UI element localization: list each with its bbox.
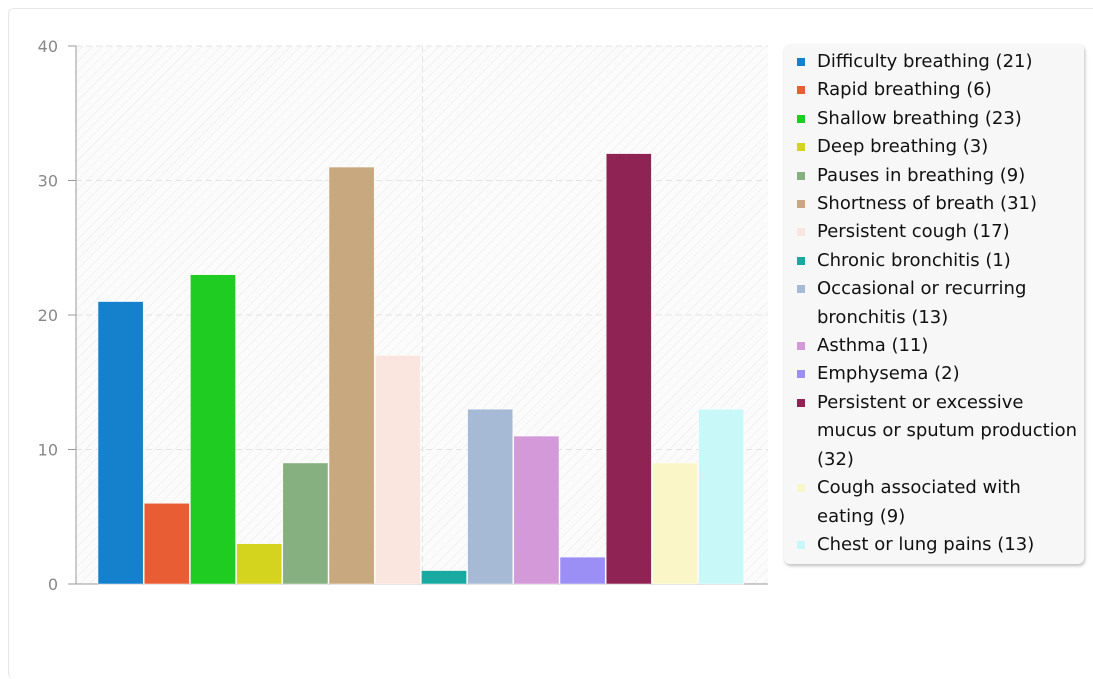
legend-swatch <box>797 370 805 379</box>
bar-chest-or-lung-pains[interactable] <box>698 408 745 585</box>
legend-swatch <box>797 398 805 407</box>
y-tick-label: 20 <box>38 306 58 325</box>
legend-label: Shallow breathing (23) <box>817 107 1022 129</box>
legend-label: Emphysema (2) <box>817 363 960 385</box>
bar-cough-associated-with-eating[interactable] <box>652 462 698 585</box>
legend-label: Difficulty breathing (21) <box>817 51 1033 72</box>
legend-item[interactable]: Rapid breathing (6) <box>784 76 1084 104</box>
legend-label: Persistent cough (17) <box>817 221 1010 243</box>
legend-label: Deep breathing (3) <box>817 136 989 158</box>
legend-swatch <box>797 114 805 123</box>
legend-label: Shortness of breath (31) <box>817 193 1038 215</box>
legend-swatch <box>797 540 805 549</box>
y-tick-labels: 0 10 20 30 40 <box>38 37 58 594</box>
bar-difficulty-breathing[interactable] <box>97 301 144 585</box>
bar-deep-breathing[interactable] <box>236 543 283 585</box>
bar-rapid-breathing[interactable] <box>143 503 190 585</box>
y-tick-label: 30 <box>38 172 58 191</box>
legend-swatch <box>797 58 805 66</box>
legend-item[interactable]: Chest or lung pains (13) <box>784 531 1084 559</box>
legend-label: Persistent or excessive mucus or sputum … <box>817 391 1078 470</box>
legend-item[interactable]: Occasional or recurring bronchitis (13) <box>784 275 1084 332</box>
legend-swatch <box>797 171 805 180</box>
legend-item[interactable]: Chronic bronchitis (1) <box>784 247 1084 275</box>
legend-item[interactable]: Pauses in breathing (9) <box>784 162 1084 190</box>
legend-label: Chest or lung pains (13) <box>817 533 1035 555</box>
legend-swatch <box>797 342 805 351</box>
legend-item[interactable]: Persistent cough (17) <box>784 218 1084 246</box>
bar-pauses-in-breathing[interactable] <box>282 462 329 585</box>
legend-swatch <box>797 86 805 95</box>
y-tick-label: 40 <box>38 37 58 56</box>
bar-emphysema[interactable] <box>559 556 606 585</box>
legend-item[interactable]: Difficulty breathing (21) <box>784 48 1084 76</box>
legend-swatch <box>797 143 805 152</box>
legend-item[interactable]: Deep breathing (3) <box>784 133 1084 161</box>
legend-item[interactable]: Shallow breathing (23) <box>784 105 1084 133</box>
legend-label: Rapid breathing (6) <box>817 79 992 101</box>
legend-item[interactable]: Cough associated with eating (9) <box>784 474 1084 531</box>
y-tick-label: 10 <box>38 441 58 460</box>
legend-label: Asthma (11) <box>817 335 929 357</box>
legend-label: Occasional or recurring bronchitis (13) <box>817 278 1027 328</box>
bar-shallow-breathing[interactable] <box>190 274 236 585</box>
bar-chart: 0 10 20 30 40 <box>38 37 768 594</box>
bar-shortness-of-breath[interactable] <box>328 166 375 585</box>
legend-label: Cough associated with eating (9) <box>817 477 1021 527</box>
legend-swatch <box>797 484 805 493</box>
bar-chronic-bronchitis[interactable] <box>421 570 467 585</box>
legend: Difficulty breathing (21) Rapid breathing… <box>784 44 1084 564</box>
bar-occasional-or-recurring-bronchitis[interactable] <box>467 408 514 585</box>
legend-item[interactable]: Asthma (11) <box>784 332 1084 360</box>
legend-swatch <box>797 285 805 294</box>
bar-asthma[interactable] <box>513 435 560 585</box>
legend-swatch <box>797 256 805 265</box>
bar-persistent-cough[interactable] <box>374 355 421 585</box>
bars <box>97 153 745 585</box>
legend-swatch <box>797 200 805 209</box>
legend-swatch <box>797 228 805 237</box>
legend-label: Chronic bronchitis (1) <box>817 249 1011 271</box>
bar-persistent-or-excessive-mucus-or-sputum-production[interactable] <box>605 153 652 585</box>
legend-item[interactable]: Emphysema (2) <box>784 360 1084 388</box>
legend-item[interactable]: Persistent or excessive mucus or sputum … <box>784 389 1084 474</box>
chart-frame <box>8 8 1093 679</box>
legend-item[interactable]: Shortness of breath (31) <box>784 190 1084 218</box>
y-tick-label: 0 <box>48 575 58 594</box>
legend-label: Pauses in breathing (9) <box>817 164 1026 186</box>
